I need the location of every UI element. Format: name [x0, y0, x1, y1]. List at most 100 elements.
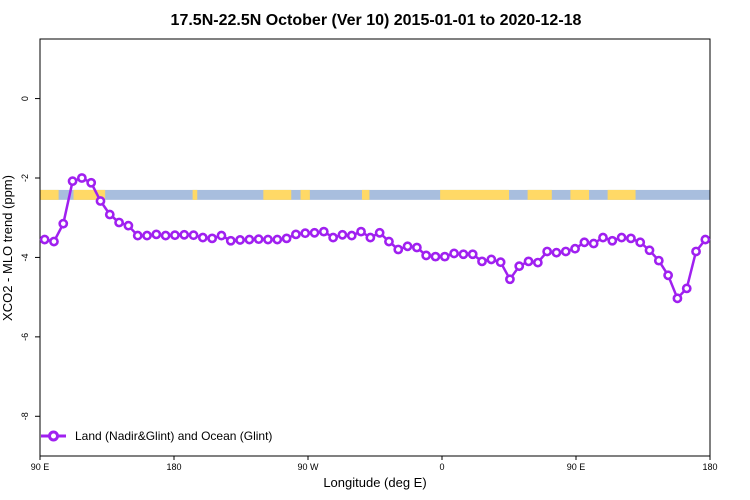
series-layer	[39, 173, 711, 304]
x-axis: 90 E 180 90 W 0 90 E 180	[31, 456, 718, 472]
data-point	[700, 234, 711, 245]
data-point	[495, 257, 506, 268]
data-point	[486, 254, 497, 265]
data-point	[58, 218, 69, 229]
data-point	[328, 232, 339, 243]
data-point	[132, 230, 143, 241]
data-point	[681, 283, 692, 294]
y-tick-label: -8	[20, 412, 30, 420]
data-point	[170, 230, 180, 241]
data-point	[244, 234, 255, 245]
data-point	[197, 232, 208, 243]
data-point	[551, 247, 562, 258]
data-point	[142, 230, 152, 241]
data-point	[505, 274, 515, 285]
data-point	[439, 251, 450, 262]
data-point	[644, 245, 655, 256]
land-segment	[361, 189, 370, 200]
data-point	[104, 209, 115, 220]
land-segment	[263, 189, 292, 200]
y-axis: 0 -2 -4 -6 -8	[20, 96, 40, 420]
land-segment	[607, 189, 636, 200]
data-point	[272, 234, 283, 245]
data-point	[67, 176, 78, 187]
data-point	[216, 230, 227, 241]
data-point	[188, 230, 199, 241]
data-point	[560, 246, 571, 257]
data-point	[95, 196, 106, 206]
ocean-band	[40, 189, 710, 200]
data-point	[300, 228, 311, 239]
y-tick-label: -4	[20, 253, 30, 261]
land-segment	[40, 189, 59, 200]
legend-marker	[48, 430, 59, 442]
x-tick-label: 90 E	[567, 462, 586, 472]
x-tick-label: 90 E	[31, 462, 50, 472]
data-point	[672, 293, 683, 304]
data-point	[356, 226, 366, 237]
data-point	[570, 243, 580, 254]
y-tick-label: 0	[20, 96, 30, 101]
data-point	[151, 229, 162, 240]
data-point	[467, 249, 478, 260]
chart-title: 17.5N-22.5N October (Ver 10) 2015-01-01 …	[171, 12, 582, 29]
land-segment	[440, 189, 509, 200]
data-point	[76, 173, 87, 183]
data-point	[542, 246, 553, 257]
x-tick-label: 180	[166, 462, 181, 472]
data-point	[160, 230, 171, 241]
data-point	[635, 237, 646, 248]
data-point	[49, 236, 59, 247]
data-point	[281, 233, 292, 244]
land-segment	[300, 189, 310, 200]
data-point	[653, 255, 664, 266]
data-point	[263, 234, 273, 245]
x-tick-label: 180	[702, 462, 717, 472]
x-tick-label: 0	[439, 462, 444, 472]
data-point	[235, 235, 245, 245]
data-point	[39, 234, 50, 245]
data-point	[458, 249, 469, 260]
data-point	[588, 238, 599, 249]
x-tick-label: 90 W	[297, 462, 319, 472]
data-point	[626, 233, 636, 244]
data-point	[421, 250, 432, 261]
y-tick-label: -6	[20, 333, 30, 341]
data-point	[393, 244, 404, 255]
data-point	[253, 234, 264, 245]
plot-frame	[39, 38, 711, 457]
surface-type-bar	[40, 189, 710, 200]
data-point	[374, 227, 385, 238]
data-point	[179, 229, 190, 240]
data-point	[579, 237, 590, 248]
y-tick-label: -2	[20, 174, 30, 182]
data-point	[663, 270, 674, 281]
data-point	[337, 229, 348, 240]
data-point	[318, 226, 329, 237]
data-point	[365, 232, 376, 243]
data-point	[207, 233, 218, 244]
data-point	[384, 236, 394, 247]
data-point	[607, 235, 618, 246]
data-point	[523, 256, 534, 267]
data-point	[514, 261, 525, 272]
data-point	[430, 251, 441, 262]
data-point	[691, 246, 701, 257]
data-point	[477, 256, 487, 267]
land-segment	[73, 189, 106, 200]
y-axis-label: XCO2 - MLO trend (ppm)	[0, 175, 15, 321]
legend: Land (Nadir&Glint) and Ocean (Glint)	[41, 429, 272, 443]
data-point	[402, 241, 413, 252]
data-point	[532, 257, 543, 268]
data-point	[114, 217, 124, 228]
legend-label: Land (Nadir&Glint) and Ocean (Glint)	[75, 429, 272, 443]
data-point	[291, 229, 301, 240]
data-point	[86, 177, 97, 188]
data-point	[449, 248, 459, 259]
data-point	[309, 227, 320, 238]
data-point	[616, 232, 627, 243]
data-point	[346, 230, 357, 241]
data-point	[411, 242, 422, 253]
land-segment	[192, 189, 198, 200]
